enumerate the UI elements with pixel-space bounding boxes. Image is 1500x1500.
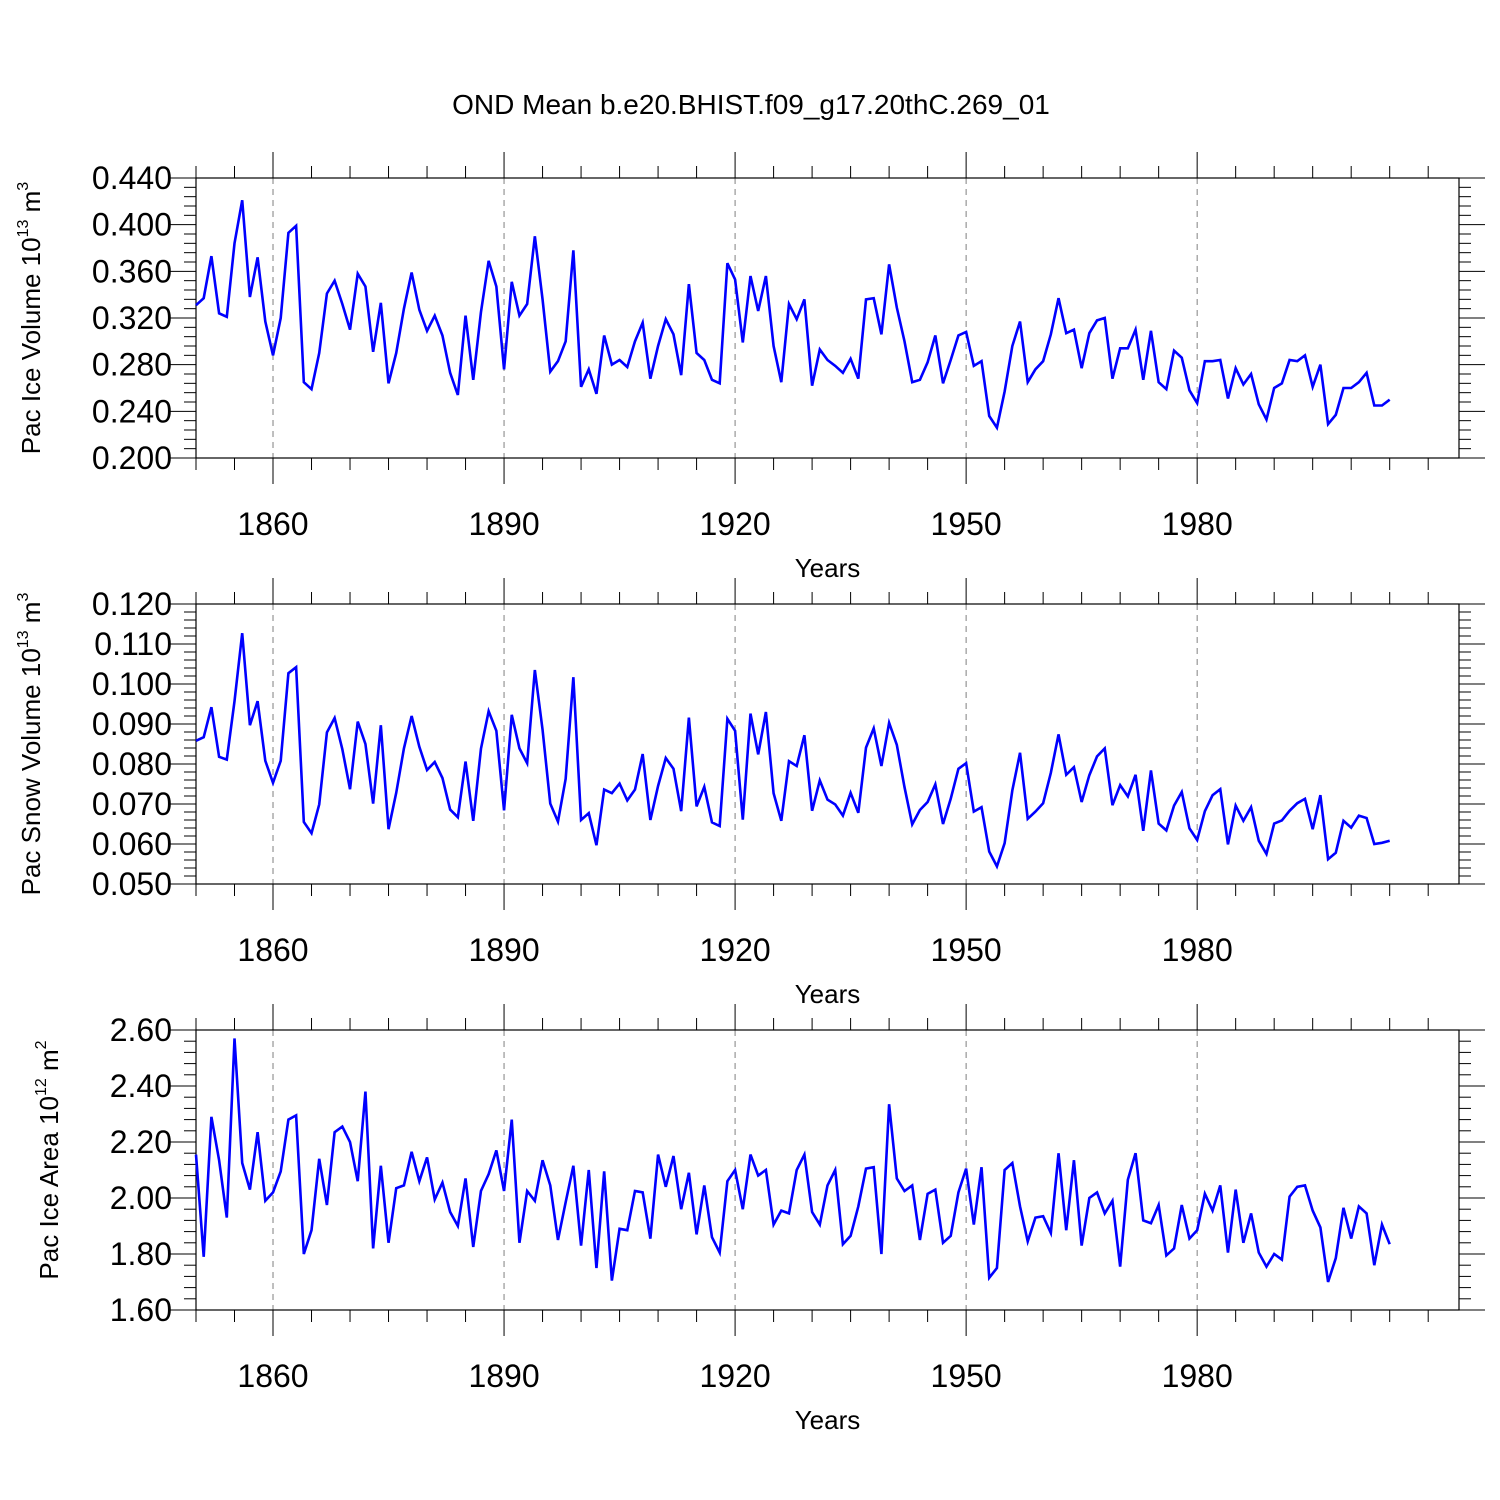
y-tick-label: 0.100 bbox=[92, 666, 172, 702]
y-tick-label: 2.00 bbox=[110, 1180, 172, 1216]
x-axis-title: Years bbox=[795, 979, 861, 1009]
x-tick-label: 1950 bbox=[931, 506, 1002, 542]
pac-ice-area-series-line bbox=[194, 1038, 1391, 1283]
x-tick-label: 1890 bbox=[468, 1358, 539, 1394]
y-tick-label: 2.20 bbox=[110, 1124, 172, 1160]
y-tick-label: 0.060 bbox=[92, 826, 172, 862]
x-tick-label: 1920 bbox=[699, 506, 770, 542]
x-tick-label: 1920 bbox=[699, 1358, 770, 1394]
x-tick-label: 1860 bbox=[237, 932, 308, 968]
y-tick-label: 0.110 bbox=[94, 626, 172, 662]
x-tick-label: 1890 bbox=[468, 506, 539, 542]
pac-snow-volume-panel: 0.050 0.060 0.070 0.080 0.090 0.100 0.110 0.120… bbox=[15, 578, 1485, 1009]
x-axis-title: Years bbox=[795, 1405, 861, 1435]
x-tick-label: 1860 bbox=[237, 1358, 308, 1394]
x-tick-label: 1950 bbox=[931, 1358, 1002, 1394]
plot-frame bbox=[195, 603, 1460, 885]
y-tick-label: 0.320 bbox=[92, 300, 172, 336]
y-tick-label: 0.240 bbox=[92, 393, 172, 429]
plot-frame bbox=[195, 177, 1460, 459]
y-tick-label: 0.400 bbox=[92, 207, 172, 243]
y-tick-label: 0.280 bbox=[92, 347, 172, 383]
y-tick-label: 0.360 bbox=[92, 253, 172, 289]
x-tick-label: 1920 bbox=[699, 932, 770, 968]
pac-ice-area-panel: 1.60 1.80 2.00 2.20 2.40 2.60 1860 1890 1920 1950… bbox=[33, 1004, 1485, 1435]
chart-title: OND Mean b.e20.BHIST.f09_g17.20thC.269_0… bbox=[452, 89, 1050, 120]
y-axis-title: Pac Ice Volume 1013 m3 bbox=[15, 182, 46, 455]
x-tick-label: 1980 bbox=[1162, 932, 1233, 968]
y-tick-label: 1.60 bbox=[110, 1292, 172, 1328]
y-tick-label: 0.070 bbox=[92, 786, 172, 822]
y-tick-label: 1.80 bbox=[110, 1236, 172, 1272]
x-tick-label: 1890 bbox=[468, 932, 539, 968]
y-tick-label: 0.440 bbox=[92, 160, 172, 196]
y-axis-title: Pac Snow Volume 1013 m3 bbox=[15, 593, 46, 896]
y-tick-label: 2.40 bbox=[110, 1068, 172, 1104]
y-tick-label: 2.60 bbox=[110, 1012, 172, 1048]
y-tick-label: 0.200 bbox=[92, 440, 172, 476]
x-tick-label: 1950 bbox=[931, 932, 1002, 968]
pac-ice-volume-series-line bbox=[195, 199, 1391, 431]
pac-ice-volume-panel: 0.200 0.240 0.280 0.320 0.360 0.400 0.440 1860 1… bbox=[15, 152, 1485, 583]
pac-snow-volume-series-line bbox=[195, 633, 1391, 870]
y-tick-label: 0.120 bbox=[92, 586, 172, 622]
y-axis-title: Pac Ice Area 1012 m2 bbox=[33, 1040, 64, 1279]
y-tick-label: 0.090 bbox=[92, 706, 172, 742]
plot-frame bbox=[195, 1029, 1460, 1311]
x-axis-title: Years bbox=[795, 553, 861, 583]
x-tick-label: 1980 bbox=[1162, 506, 1233, 542]
y-tick-label: 0.050 bbox=[92, 866, 172, 902]
y-tick-label: 0.080 bbox=[92, 746, 172, 782]
x-tick-label: 1980 bbox=[1162, 1358, 1233, 1394]
x-tick-label: 1860 bbox=[237, 506, 308, 542]
